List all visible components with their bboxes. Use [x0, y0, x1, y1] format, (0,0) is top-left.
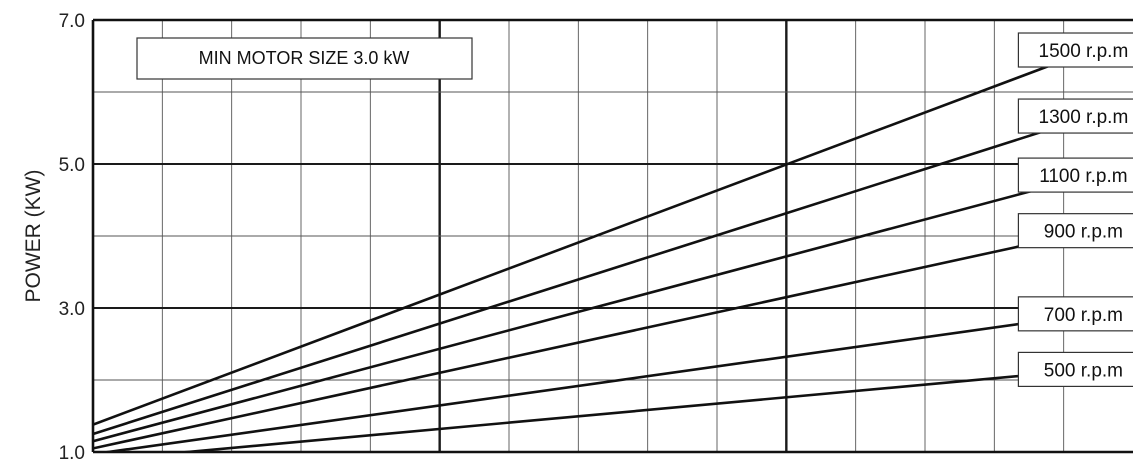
series-line-1500-r-p-m	[93, 34, 1133, 424]
y-tick-label: 5.0	[59, 155, 85, 176]
annotation-text: MIN MOTOR SIZE 3.0 kW	[199, 48, 410, 68]
series-label-900-r-p-m: 900 r.p.m	[1018, 214, 1133, 248]
series-lines	[93, 34, 1133, 460]
series-label-text: 900 r.p.m	[1044, 222, 1123, 243]
series-label-1500-r-p-m: 1500 r.p.m	[1018, 33, 1133, 67]
series-line-1300-r-p-m	[93, 103, 1133, 434]
series-label-text: 500 r.p.m	[1044, 360, 1123, 381]
series-label-1300-r-p-m: 1300 r.p.m	[1018, 99, 1133, 133]
series-label-text: 1500 r.p.m	[1039, 41, 1129, 62]
series-labels: 1500 r.p.m 1300 r.p.m 1100 r.p.m 900 r.p.m 7…	[1018, 33, 1133, 386]
y-tick-label: 3.0	[59, 299, 85, 320]
series-label-text: 700 r.p.m	[1044, 305, 1123, 326]
series-label-700-r-p-m: 700 r.p.m	[1018, 297, 1133, 331]
series-label-500-r-p-m: 500 r.p.m	[1018, 352, 1133, 386]
y-tick-label: 1.0	[59, 443, 85, 462]
y-tick-label: 7.0	[59, 11, 85, 32]
grid	[93, 20, 1133, 452]
series-label-text: 1300 r.p.m	[1039, 107, 1129, 128]
annotation: MIN MOTOR SIZE 3.0 kW	[137, 38, 472, 79]
series-label-text: 1100 r.p.m	[1039, 166, 1127, 187]
series-line-1100-r-p-m	[93, 164, 1133, 441]
series-label-1100-r-p-m: 1100 r.p.m	[1018, 158, 1133, 192]
y-axis-title: POWER (KW)	[22, 170, 45, 303]
